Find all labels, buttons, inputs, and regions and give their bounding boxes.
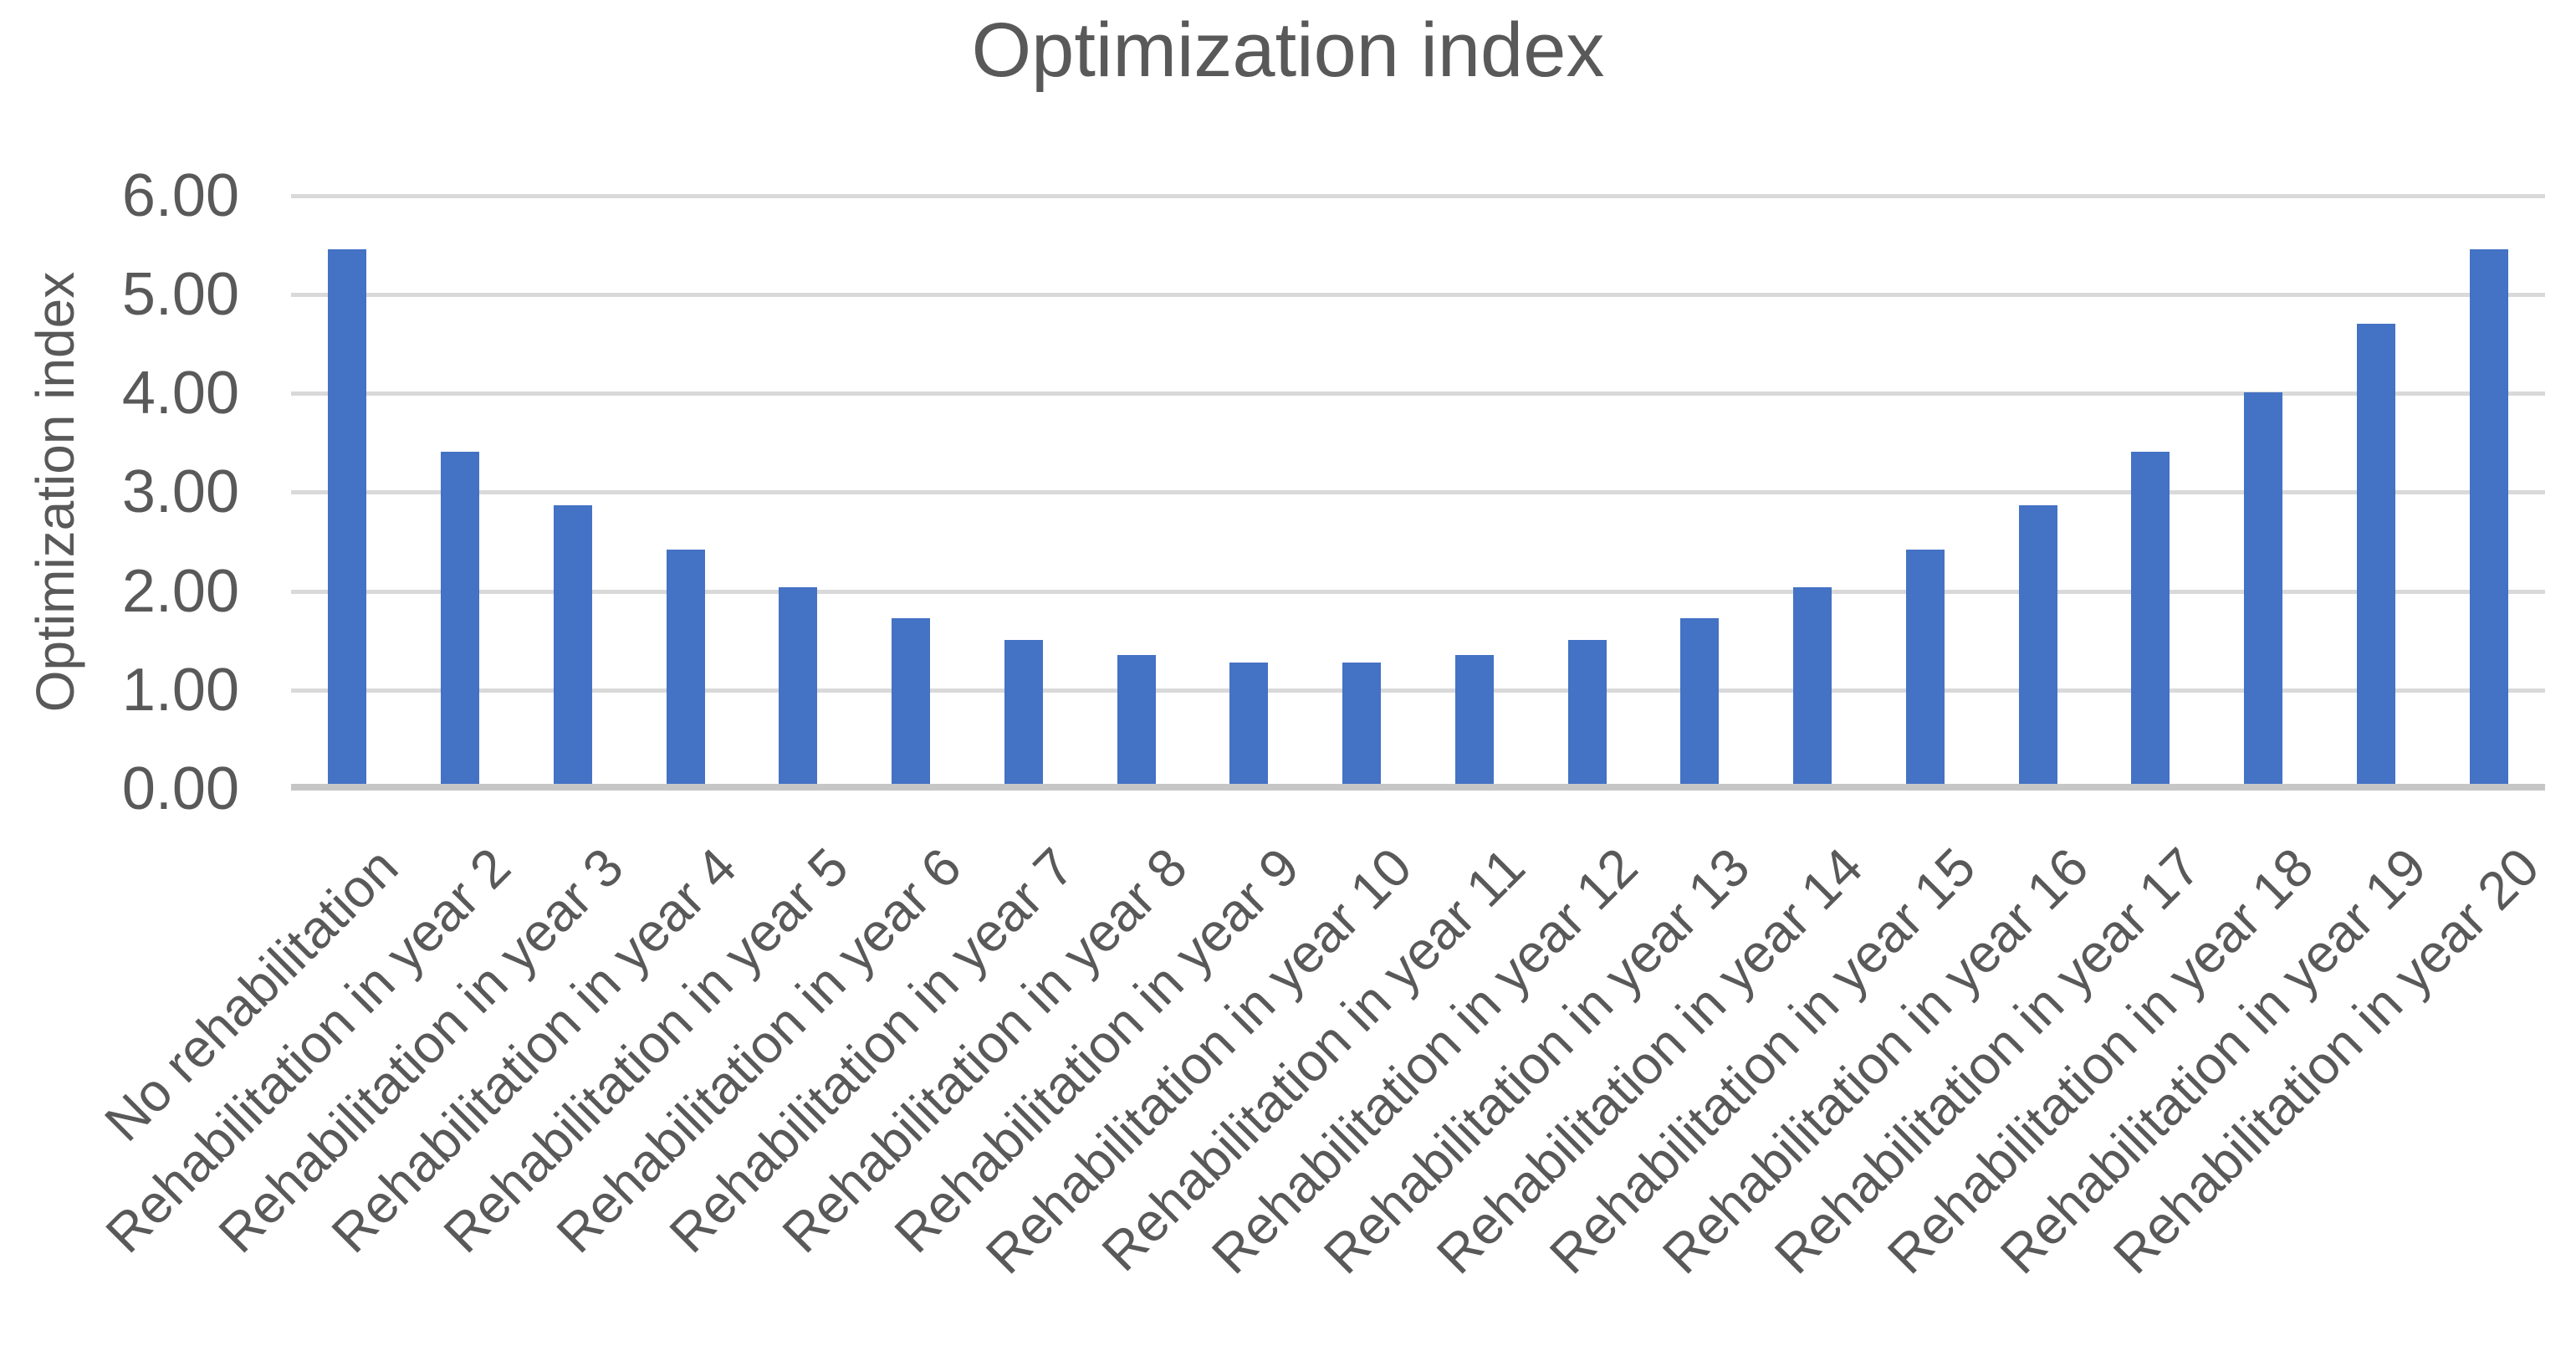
y-axis-tick-label: 5.00 [121, 261, 239, 328]
chart-title: Optimization index [971, 8, 1605, 93]
y-axis-tick-label: 1.00 [121, 657, 239, 724]
bar-8 [1117, 655, 1156, 785]
bar-9 [1229, 663, 1268, 785]
bar-12 [1568, 640, 1607, 785]
bar-14 [1793, 587, 1832, 785]
gridline [291, 590, 2545, 594]
x-axis-line [291, 784, 2545, 791]
gridline [291, 392, 2545, 396]
bar-19 [2357, 324, 2395, 785]
y-axis-tick-label: 4.00 [121, 360, 239, 427]
bar-6 [892, 618, 930, 785]
bar-7 [1004, 640, 1043, 785]
gridline [291, 490, 2545, 494]
bar-17 [2131, 452, 2170, 785]
bar-18 [2244, 392, 2282, 785]
gridline [291, 293, 2545, 297]
bar-11 [1455, 655, 1494, 785]
y-axis-tick-label: 6.00 [121, 162, 239, 229]
bar-16 [2019, 505, 2057, 785]
bar-5 [779, 587, 817, 785]
bar-4 [667, 550, 705, 785]
bar-3 [554, 505, 592, 785]
y-axis-tick-label: 0.00 [121, 755, 239, 822]
y-axis-tick-label: 2.00 [121, 558, 239, 625]
bar-20 [2470, 249, 2508, 785]
bar-1 [328, 249, 366, 785]
bar-10 [1342, 663, 1381, 785]
bar-13 [1680, 618, 1719, 785]
bar-2 [441, 452, 479, 785]
gridline [291, 688, 2545, 693]
gridline [291, 194, 2545, 198]
y-axis-tick-label: 3.00 [121, 458, 239, 525]
bar-15 [1906, 550, 1945, 785]
